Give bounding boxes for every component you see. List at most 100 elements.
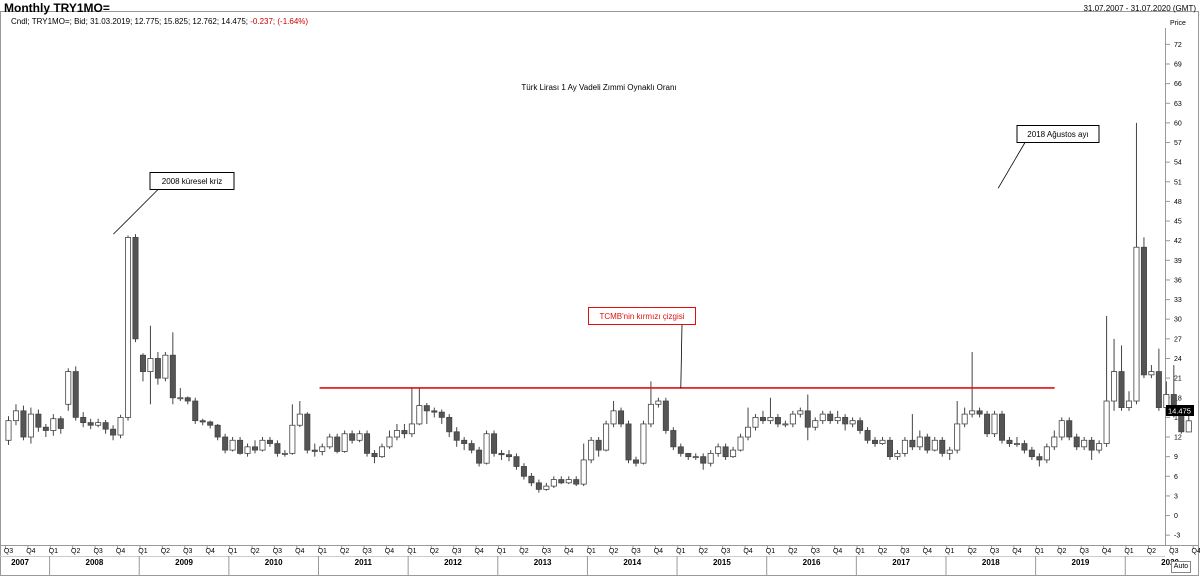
candle [715,443,722,457]
candle [252,440,259,454]
candle [857,417,864,434]
candle [72,366,79,421]
candle-body [207,421,214,426]
ohlc-info-line: Cndl; TRY1MO=; Bid; 31.03.2019; 12.775; … [11,17,308,26]
candle [1111,338,1118,411]
y-tick-label: 36 [1174,277,1182,284]
candle [1096,440,1103,454]
candle-body [476,449,483,464]
candle [797,407,804,418]
candle [804,394,811,441]
candle [737,433,744,452]
candle [326,433,333,449]
candle-body [319,446,326,452]
candle [311,443,318,457]
y-tick-label: 33 [1174,297,1182,304]
candle [42,423,49,438]
x-year-label: 2017 [892,558,910,567]
candle-body [199,420,206,423]
candle-body [446,416,453,433]
candle [1006,437,1013,447]
candle-body [670,430,677,448]
x-quarter-label: Q2 [430,548,439,555]
candle-body [162,354,169,379]
auto-scale-button[interactable]: Auto [1171,561,1191,573]
chart-title: Türk Lirası 1 Ay Vadeli Zımmi Oynaklı Or… [521,83,676,92]
x-quarter-label: Q3 [452,548,461,555]
x-quarter-label: Q4 [206,548,215,555]
candle-body [110,428,117,436]
candle-body [700,456,707,464]
candle-body [50,418,57,431]
x-quarter-label: Q1 [228,548,237,555]
candle [281,450,288,457]
x-quarter-label: Q3 [1169,548,1178,555]
candle-body [139,354,146,372]
candle-body [774,416,781,425]
candle-body [730,449,737,458]
candle-body [341,433,348,452]
candle-body [812,420,819,428]
x-year-label: 2010 [265,558,283,567]
candle-body [916,436,923,448]
candle [1140,237,1147,379]
date-range: 31.07.2007 - 31.07.2020 (GMT) [1083,4,1196,13]
annotation-text: TCMB'nin kırmızı çizgisi [599,312,684,321]
candle-body [42,426,49,431]
x-quarter-label: Q4 [833,548,842,555]
candle [147,325,154,405]
candle-body [65,371,72,405]
y-tick-label: 66 [1174,81,1182,88]
y-tick-label: 72 [1174,42,1182,49]
candle-body [595,439,602,451]
annotation-callout: 2008 küresel kriz [113,172,235,235]
x-quarter-label: Q1 [766,548,775,555]
candle [169,332,176,405]
candle-body [401,430,408,435]
candle-body [565,479,572,484]
candle-body [57,418,64,429]
candle [1073,433,1080,451]
candle [580,443,587,487]
candle [491,430,498,457]
candle [371,450,378,464]
candle-body [647,403,654,425]
x-quarter-label: Q4 [474,548,483,555]
candle-body [244,446,251,454]
candle [722,443,729,460]
candle-body [237,439,244,454]
candle-body [946,449,953,454]
candle [655,397,662,408]
annotation-callout: TCMB'nin kırmızı çizgisi [588,307,696,388]
candle [677,443,684,457]
candle [5,416,12,445]
x-quarter-label: Q2 [71,548,80,555]
candle [416,387,423,426]
candle [95,418,102,428]
candle [595,437,602,457]
instrument-title: Monthly TRY1MO= [4,1,110,15]
x-year-label: 2008 [86,558,104,567]
candle-body [154,358,161,379]
candle-body [999,413,1006,441]
candle-body [901,439,908,454]
candle-body [558,479,565,484]
candle [50,414,57,436]
candle [177,387,184,402]
candle-body [1185,420,1192,433]
x-quarter-label: Q2 [519,548,528,555]
candle [438,409,445,424]
candle [842,414,849,431]
y-tick-label: 69 [1174,61,1182,68]
x-year-label: 2012 [444,558,462,567]
candle [625,420,632,464]
candle-body [827,413,834,422]
y-tick-label: 54 [1174,160,1182,167]
candle [289,404,296,455]
candle [759,410,766,424]
candle [872,437,879,447]
candle [505,450,512,462]
ohlc-info-values: Cndl; TRY1MO=; Bid; 31.03.2019; 12.775; … [11,17,248,26]
candle-body [692,456,699,459]
x-quarter-label: Q3 [1080,548,1089,555]
